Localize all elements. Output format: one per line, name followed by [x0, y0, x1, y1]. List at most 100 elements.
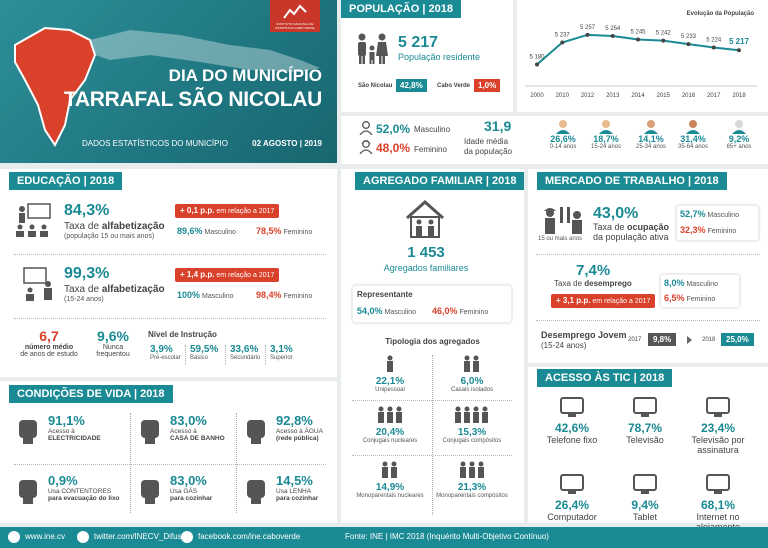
nivel-separator — [265, 345, 266, 365]
educacao-header: EDUCAÇÃO | 2018 — [9, 172, 123, 190]
condicao-label-1: Acesso à — [48, 428, 75, 435]
people-icon — [459, 461, 484, 478]
internet-globe-icon — [706, 474, 730, 494]
alf1-badge-a: + 0,1 p.p. — [180, 206, 215, 215]
condicoes-panel — [0, 381, 337, 523]
idade-label-1: Idade média — [464, 137, 509, 146]
tipologia-label: Conjugais compósitos — [442, 438, 502, 444]
condicao-item: 91,1% Acesso à ELECTRICIDADE — [48, 413, 128, 442]
tipologia-label: Monoparentais nucleares — [356, 493, 424, 499]
age-group: 26,6% 0-14 anos — [540, 118, 586, 150]
tipologia-value: 20,4% — [375, 427, 405, 438]
chart-tick-label: 2015 — [657, 93, 671, 99]
idade-label-2: da população — [464, 147, 513, 156]
footer-web-link[interactable]: www.ine.cv — [25, 532, 66, 541]
condicao-value: 91,1% — [48, 413, 85, 428]
condicao-label-1: Usa CONTENTORES — [48, 488, 112, 495]
nivel-value: 59,5% — [190, 344, 219, 355]
ine-logo-text: INSTITUTO NACIONAL DE ESTATÍSTICA CABO V… — [275, 22, 315, 30]
tipologia-label: Casais isolados — [450, 387, 494, 393]
toilet-icon — [141, 420, 159, 444]
condicao-label-1: Acesso à ÁGUA — [276, 428, 323, 435]
condicao-label-1: Acesso à — [170, 428, 197, 435]
chart-tick-label: 2013 — [606, 93, 620, 99]
jovem-label-2: (15-24 anos) — [541, 341, 587, 350]
teacher-icon — [23, 267, 52, 301]
chart-tick-label: 2012 — [581, 93, 595, 99]
alf2-badge-a: + 1,4 p.p. — [180, 270, 215, 279]
alf1-masc-value: 89,6% — [177, 226, 203, 236]
alf2-label-a: Taxa de — [64, 284, 102, 295]
tipologia-item: 20,4% Conjugais nucleares — [350, 406, 430, 444]
female-icon — [359, 140, 373, 154]
anos-value: 6,7 — [39, 328, 59, 344]
tic-label-2: assinatura — [697, 445, 739, 455]
tic-item: 78,7% Televisão — [610, 395, 680, 445]
desemp-masc-label: Masculino — [686, 281, 718, 288]
ine-logo: INSTITUTO NACIONAL DE ESTATÍSTICA CABO V… — [270, 0, 320, 32]
age-group-label: 15-24 anos — [590, 144, 622, 150]
person-icon — [556, 120, 570, 134]
condicoes-vsep — [236, 413, 237, 513]
ine-logo-icon — [283, 4, 307, 19]
banner-title-1: DIA DO MUNICÍPIO — [168, 66, 322, 85]
chart-point — [610, 34, 615, 38]
condicao-label-2: para evacuação do lixo — [48, 495, 120, 502]
anos-label-1: número médio — [24, 344, 74, 351]
populacao-chart-panel: Evolução da População 5 180 2000 5 237 2010… — [517, 0, 768, 112]
household-icon — [406, 200, 444, 238]
chart-tick-label: 2014 — [631, 93, 645, 99]
people-icon — [455, 406, 488, 423]
ocup-masc-label: Masculino — [707, 212, 739, 219]
desemp-label: Taxa de desemprego — [554, 279, 632, 288]
firewood-icon — [247, 480, 265, 504]
people-icon — [464, 355, 479, 372]
cv-label: Cabo Verde — [437, 83, 471, 89]
tic-label-1: Telefone fixo — [546, 435, 598, 445]
tic-value: 42,6% — [554, 421, 590, 435]
condicao-value: 0,9% — [48, 473, 78, 488]
banner-date: 02 AGOSTO | 2019 — [252, 139, 322, 148]
desemp-fem-value: 6,5% — [664, 293, 685, 303]
tipologia-label: Monoparentais compósitos — [436, 493, 508, 499]
gas-bottle-icon — [141, 480, 159, 504]
tipologia-value: 22,1% — [375, 376, 405, 387]
rep-fem-value: 46,0% — [432, 306, 458, 316]
agregado-value: 1 453 — [407, 244, 445, 261]
tipologia-value: 21,3% — [457, 482, 487, 493]
tipologia-vsep — [432, 355, 433, 515]
ocup-label-b: ocupação — [627, 222, 670, 232]
agregado-header: AGREGADO FAMILIAR | 2018 — [355, 172, 525, 190]
nivel-separator — [185, 345, 186, 365]
tipologia-hsep — [352, 400, 512, 401]
bulb-icon — [19, 420, 37, 444]
nunca-label-2: frequentou — [96, 351, 130, 358]
condicao-label-2: CASA DE BANHO — [170, 435, 225, 442]
chart-data-label: 5 242 — [656, 31, 672, 37]
alf2-sub: (15-24 anos) — [64, 296, 104, 303]
tipologia-hsep — [352, 455, 512, 456]
alf1-sub: (população 15 ou mais anos) — [64, 233, 155, 240]
nivel-title: Nível de Instrução — [148, 330, 217, 339]
chart-point — [560, 40, 565, 45]
age-group-value: 31,4% — [680, 134, 706, 144]
sn-value: 42,8% — [396, 79, 427, 92]
nunca-value: 9,6% — [97, 328, 129, 344]
chart-data-label: 5 237 — [555, 33, 571, 39]
web-icon — [8, 531, 20, 543]
alf2-masc-value: 100% — [177, 290, 201, 300]
computer-icon — [560, 474, 584, 494]
footer-twitter-link[interactable]: twitter.com/INECV_Difusao — [94, 532, 191, 541]
alf2-masc: 100% Masculino — [177, 290, 234, 300]
rep-fem: 46,0% Feminino — [432, 306, 488, 316]
ocup-label-c: da população ativa — [593, 232, 669, 242]
age-group: 9,2% 65+ anos — [716, 118, 762, 150]
chart-point — [585, 32, 590, 37]
alf1-fem: 78,5% Feminino — [256, 226, 312, 236]
chart-point — [636, 37, 640, 42]
jovem-2017-value: 9,8% — [648, 333, 677, 346]
footer-facebook-link[interactable]: facebook.com/ine.caboverde — [198, 532, 301, 541]
nivel-item: 3,1% Superior — [270, 344, 310, 361]
nivel-value: 33,6% — [230, 344, 259, 355]
desemp-label-a: Taxa de — [554, 279, 585, 288]
